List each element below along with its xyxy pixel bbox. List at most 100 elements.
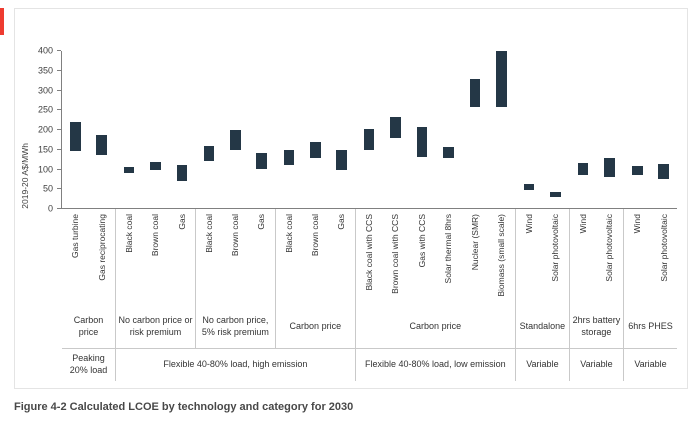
y-tick-label: 200 [37, 124, 53, 135]
lcoe-range-bar [69, 121, 81, 152]
plot-column [570, 51, 597, 208]
category-group: Gas turbine Gas reciprocating Carbon price [62, 209, 115, 348]
tech-label: Wind [577, 214, 588, 234]
plot-column [596, 51, 623, 208]
tech-label: Gas reciprocating [96, 214, 107, 281]
tech-label: Black coal [203, 214, 214, 253]
category-label: 2hrs battery storage [572, 315, 621, 337]
category-group: Black coal Brown coal Gas No carbon price, … [194, 209, 275, 348]
lcoe-range-bar [523, 183, 535, 191]
plot-group [275, 51, 355, 208]
red-accent-bar [0, 8, 4, 35]
category-group: Black coal with CCS Brown coal with CCS Ga… [356, 209, 515, 348]
plot-column [249, 51, 275, 208]
lcoe-range-bar [416, 126, 428, 157]
plot-column [356, 51, 383, 208]
tech-label-cell: Solar thermal 8hrs [435, 209, 462, 306]
tech-label-cell: Wind [624, 209, 651, 306]
tech-label-cell: Biomass (small scale) [488, 209, 515, 306]
y-tick-mark [57, 168, 61, 170]
plot-area [61, 51, 677, 209]
plot-column [624, 51, 651, 208]
tech-label: Biomass (small scale) [496, 214, 507, 297]
plot-column [516, 51, 543, 208]
y-tick-label: 250 [37, 104, 53, 115]
category-group: Wind Solar photovoltaic Standalone [516, 209, 569, 348]
tech-label-cell: Black coal with CCS [356, 209, 383, 306]
load-category-label: Flexible 40-80% load, high emission [116, 348, 355, 381]
category-group: Wind Solar photovoltaic 6hrs PHES [624, 209, 677, 348]
lcoe-range-bar [390, 116, 401, 139]
lcoe-range-bar [150, 162, 161, 170]
lcoe-range-bar [336, 150, 347, 170]
tech-label-cell: Gas with CCS [409, 209, 436, 306]
lcoe-range-bar [658, 164, 670, 180]
lcoe-range-bar [496, 51, 507, 108]
tech-label-cell: Gas reciprocating [89, 209, 116, 306]
lcoe-range-bar [469, 78, 481, 108]
lcoe-range-bar [443, 147, 454, 158]
tech-label-cell: Brown coal with CCS [382, 209, 409, 306]
lcoe-range-bar [604, 158, 616, 178]
tech-label: Gas with CCS [416, 214, 427, 268]
category-group: Black coal Brown coal Gas No carbon price o… [116, 209, 195, 348]
tech-label: Black coal with CCS [363, 214, 374, 291]
y-tick-mark [57, 89, 61, 91]
tech-label: Brown coal [230, 214, 241, 257]
lcoe-range-bar [123, 166, 135, 173]
category-label: Carbon price [73, 315, 104, 337]
tech-label: Wind [523, 214, 534, 234]
load-category-label: Variable [569, 348, 623, 381]
plot-group [116, 51, 195, 208]
plot-column [409, 51, 436, 208]
plot-supergroup [569, 51, 623, 208]
tech-label-cell: Gas [249, 209, 275, 306]
y-tick-mark [57, 188, 61, 190]
tech-label: Solar thermal 8hrs [443, 214, 454, 284]
y-tick-mark [57, 148, 61, 150]
plot-column [222, 51, 248, 208]
tech-label: Gas [336, 214, 347, 230]
y-tick-mark [57, 69, 61, 71]
category-group: Black coal Brown coal Gas Carbon price [274, 209, 355, 348]
tech-labels-row: Wind Solar photovoltaic [570, 209, 623, 306]
tech-label: Nuclear (SMR) [469, 214, 480, 271]
x-axis-category-table: Gas turbine Gas reciprocating Carbon price… [62, 209, 678, 381]
tech-label: Wind [631, 214, 642, 234]
tech-label-cell: Wind [516, 209, 543, 306]
y-axis: 2019-20 A$/MWh 0 50 100 150 200 250 300 350 400 [20, 46, 61, 213]
plot-column [462, 51, 489, 208]
plot-column [328, 51, 354, 208]
category-groups-row: Gas turbine Gas reciprocating Carbon price [62, 209, 115, 348]
tech-label: Brown coal [150, 214, 161, 257]
tech-label-cell: Gas turbine [62, 209, 89, 306]
plot-column [488, 51, 515, 208]
y-axis-title: 2019-20 A$/MWh [20, 143, 30, 209]
category-supergroup: Wind Solar photovoltaic Standalone Variable [514, 209, 569, 381]
plot-supergroup [515, 51, 569, 208]
tech-labels-row: Gas turbine Gas reciprocating [62, 209, 115, 306]
lcoe-range-bar [203, 146, 215, 161]
plot-group [356, 51, 515, 208]
load-category-label: Peaking 20% load [62, 348, 116, 381]
plot-group [516, 51, 569, 208]
lcoe-range-bar [577, 162, 589, 175]
tech-label: Brown coal [310, 214, 321, 257]
plot-supergroup [115, 51, 355, 208]
plot-supergroup [355, 51, 515, 208]
lcoe-range-bar [550, 191, 561, 198]
category-group: Wind Solar photovoltaic 2hrs battery stora… [570, 209, 623, 348]
tech-label: Gas turbine [70, 214, 81, 258]
plot-column [196, 51, 222, 208]
plot-column [89, 51, 116, 208]
tech-label-cell: Brown coal [222, 209, 248, 306]
tech-label-cell: Wind [570, 209, 597, 306]
plot-column [276, 51, 302, 208]
lcoe-range-bar [176, 164, 188, 182]
tech-label-cell: Gas [328, 209, 354, 306]
plot-column [62, 51, 89, 208]
plot-supergroup [623, 51, 677, 208]
tech-labels-row: Wind Solar photovoltaic [624, 209, 677, 306]
plot-column [142, 51, 168, 208]
lcoe-range-bar [230, 130, 241, 150]
